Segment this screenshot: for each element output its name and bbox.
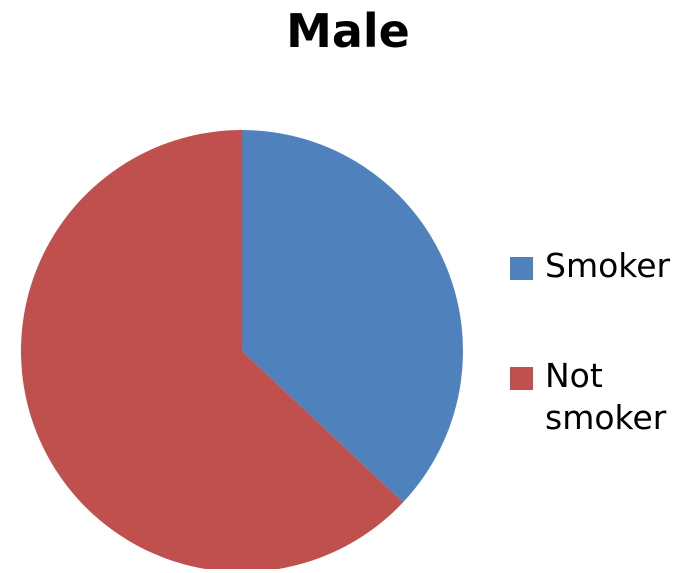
chart-title: Male bbox=[286, 4, 410, 58]
pie-slice-not-smoker bbox=[20, 130, 404, 572]
pie-slice-smoker bbox=[242, 130, 463, 503]
legend-item-not-smoker: Not smoker bbox=[510, 355, 690, 437]
legend: Smoker Not smoker bbox=[510, 245, 690, 437]
legend-swatch-smoker bbox=[510, 257, 533, 280]
legend-label-not-smoker: Not smoker bbox=[545, 356, 667, 437]
legend-label-smoker: Smoker bbox=[545, 246, 671, 285]
legend-item-smoker: Smoker bbox=[510, 245, 690, 285]
legend-swatch-not-smoker bbox=[510, 367, 533, 390]
